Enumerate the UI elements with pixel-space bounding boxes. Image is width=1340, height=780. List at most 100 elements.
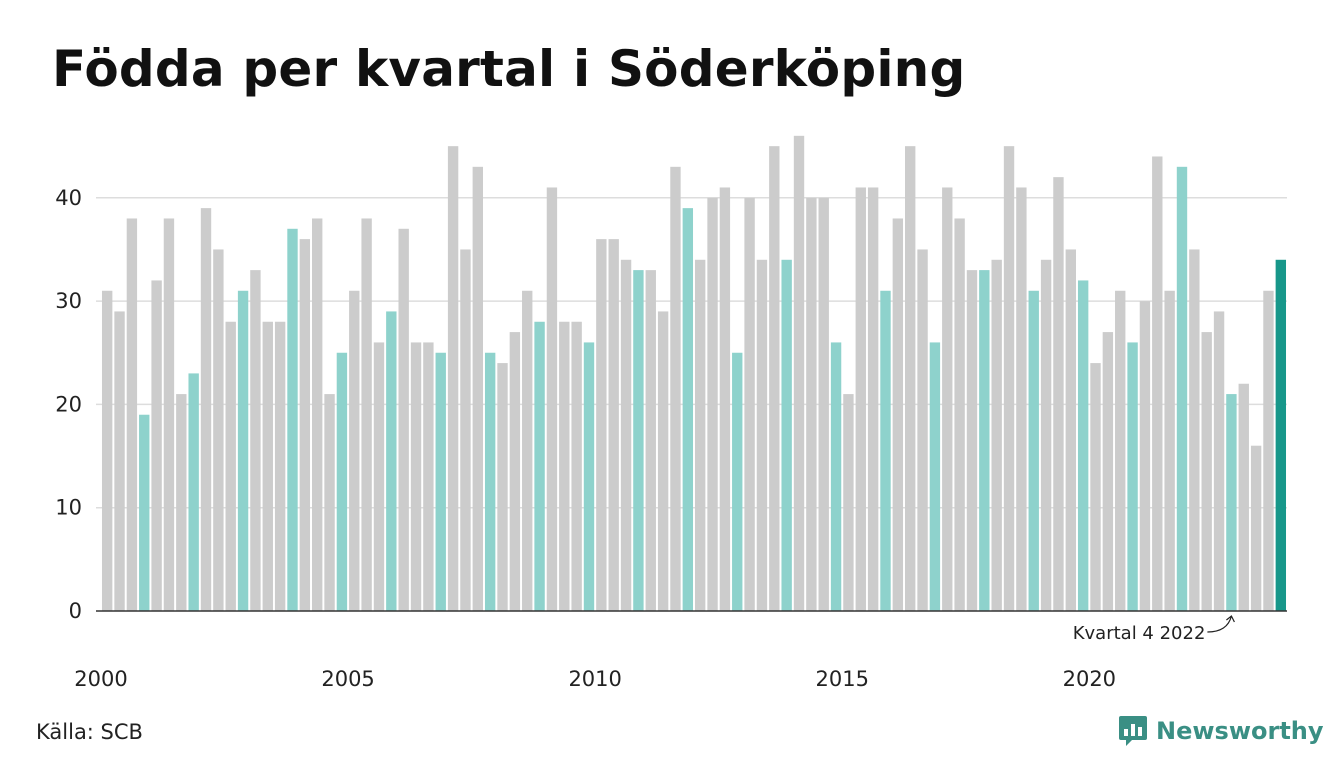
x-tick-label: 2000 xyxy=(74,667,127,691)
bar xyxy=(423,342,434,611)
bar xyxy=(1003,146,1015,611)
bar xyxy=(435,352,446,611)
bar xyxy=(1250,445,1262,611)
bar xyxy=(1164,290,1175,611)
bar xyxy=(694,259,706,611)
bar xyxy=(1238,383,1249,611)
bar xyxy=(1201,332,1212,611)
bar xyxy=(929,342,941,611)
bar xyxy=(620,259,632,611)
bar xyxy=(151,280,162,611)
bar xyxy=(1176,166,1188,611)
bar xyxy=(163,218,175,611)
bar xyxy=(905,146,916,611)
bar xyxy=(176,394,187,611)
bar xyxy=(373,342,385,611)
bar xyxy=(966,270,978,611)
x-tick-label: 2015 xyxy=(816,667,869,691)
bar xyxy=(917,249,928,611)
bar xyxy=(139,414,150,611)
bar xyxy=(188,373,199,611)
bar xyxy=(447,146,459,611)
bar xyxy=(991,259,1002,611)
annotation-arrowhead xyxy=(1226,615,1235,623)
bar xyxy=(633,270,644,611)
bar xyxy=(213,249,224,611)
bar xyxy=(1115,290,1126,611)
bar xyxy=(1053,177,1064,611)
bar xyxy=(571,321,582,611)
bar xyxy=(1028,290,1039,611)
bar xyxy=(954,218,965,611)
bar xyxy=(1226,394,1237,611)
bar xyxy=(559,321,570,611)
bar xyxy=(497,363,508,611)
bar xyxy=(1065,249,1076,611)
annotation-arrow xyxy=(1207,615,1232,633)
bar xyxy=(299,239,311,611)
bar xyxy=(1189,249,1200,611)
bar xyxy=(287,228,298,612)
newsworthy-logo-icon xyxy=(1119,716,1147,746)
bar xyxy=(744,197,755,612)
bar xyxy=(534,321,545,611)
bar xyxy=(830,342,842,611)
x-tick-label: 2020 xyxy=(1063,667,1116,691)
bar xyxy=(756,259,768,611)
bar xyxy=(670,166,681,611)
y-tick-label: 40 xyxy=(55,186,82,210)
bar xyxy=(855,187,866,611)
bar xyxy=(126,218,138,611)
bar xyxy=(324,394,335,611)
bar xyxy=(274,321,286,611)
bar xyxy=(1152,156,1163,612)
bar xyxy=(867,187,879,611)
axes: 0 10 20 30 40 2000 2005 2010 2015 2020 xyxy=(55,186,1287,691)
brand-name: Newsworthy xyxy=(1156,717,1324,745)
bar xyxy=(719,187,731,611)
bar xyxy=(1127,342,1138,611)
bar xyxy=(818,197,829,612)
y-tick-label: 20 xyxy=(55,392,82,416)
bar xyxy=(386,311,397,611)
bar xyxy=(682,208,694,611)
bar xyxy=(657,311,669,611)
bar xyxy=(1102,332,1114,611)
bar xyxy=(583,342,595,611)
bar xyxy=(769,146,780,611)
bar xyxy=(793,135,805,611)
y-tick-label: 10 xyxy=(55,496,82,520)
bar xyxy=(546,187,558,611)
bar xyxy=(979,270,990,611)
bar xyxy=(361,218,372,611)
bar xyxy=(200,208,212,611)
bar xyxy=(472,166,483,611)
bar xyxy=(1040,259,1052,611)
bar xyxy=(1016,187,1027,611)
bar xyxy=(410,342,422,611)
bar xyxy=(1263,290,1274,611)
bar xyxy=(484,352,496,611)
chart-title: Födda per kvartal i Söderköping xyxy=(52,40,966,98)
x-tick-label: 2010 xyxy=(568,667,621,691)
brand[interactable]: Newsworthy xyxy=(1118,714,1324,748)
bar xyxy=(336,352,348,611)
bar xyxy=(398,228,409,612)
bar xyxy=(732,352,743,611)
bar xyxy=(460,249,471,611)
bar xyxy=(596,239,607,611)
x-tick-label: 2005 xyxy=(321,667,374,691)
bar xyxy=(806,197,817,612)
bar xyxy=(312,218,323,611)
bar xyxy=(892,218,904,611)
bar xyxy=(114,311,125,611)
bar xyxy=(1077,280,1089,611)
bars xyxy=(101,135,1287,612)
bar xyxy=(1275,259,1287,611)
bar xyxy=(707,197,718,612)
y-tick-label: 0 xyxy=(69,599,82,623)
bar xyxy=(781,259,792,611)
bar xyxy=(1139,301,1151,611)
annotation: Kvartal 4 2022 xyxy=(1073,615,1235,644)
bar xyxy=(349,290,360,611)
